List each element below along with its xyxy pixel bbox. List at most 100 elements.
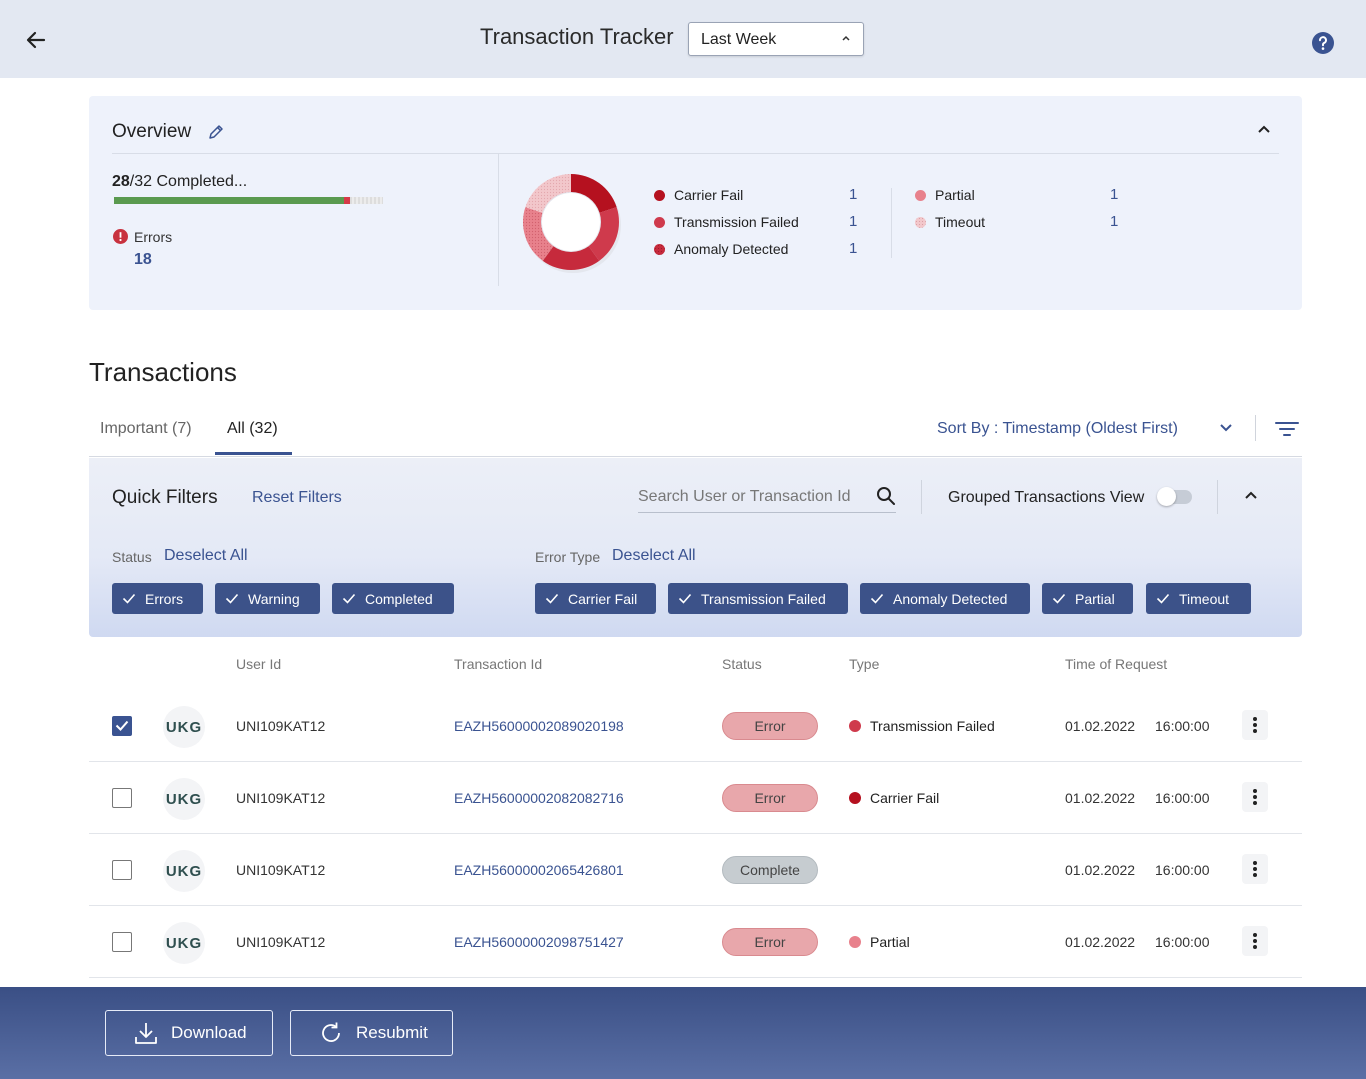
more-options-button[interactable] <box>1242 710 1268 740</box>
kebab-menu-icon <box>1253 933 1257 949</box>
row-checkbox[interactable] <box>112 788 132 808</box>
chip-warning[interactable]: Warning <box>215 583 320 614</box>
user-id: UNI109KAT12 <box>236 862 326 878</box>
kebab-menu-icon <box>1253 717 1257 733</box>
tab-all[interactable]: All (32) <box>227 420 278 437</box>
row-checkbox[interactable] <box>112 860 132 880</box>
table-row: UKG UNI109KAT12 EAZH56000002098751427 Er… <box>89 906 1302 978</box>
legend-count: 1 <box>1110 186 1119 203</box>
chip-completed[interactable]: Completed <box>332 583 454 614</box>
type-dot <box>849 720 861 732</box>
column-header-type[interactable]: Type <box>849 656 880 672</box>
legend-dot <box>654 189 665 201</box>
status-badge: Complete <box>722 856 818 884</box>
donut-slice-anomaly-detected <box>542 246 600 270</box>
error-type-filter-label: Error Type <box>535 549 601 565</box>
transaction-id-link[interactable]: EAZH56000002065426801 <box>454 862 624 878</box>
check-icon <box>678 593 692 604</box>
column-header-transaction-id[interactable]: Transaction Id <box>454 656 543 672</box>
search-icon[interactable] <box>876 486 896 506</box>
period-select-value: Last Week <box>701 31 777 48</box>
user-id: UNI109KAT12 <box>236 790 326 806</box>
download-icon <box>135 1023 157 1044</box>
user-id: UNI109KAT12 <box>236 934 326 950</box>
more-options-button[interactable] <box>1242 926 1268 956</box>
resubmit-button[interactable]: Resubmit <box>290 1010 453 1056</box>
legend-dot <box>915 189 926 201</box>
top-bar: Transaction Tracker Last Week <box>0 0 1366 78</box>
legend-item-anomaly-detected: Anomaly Detected <box>654 241 788 257</box>
toolbar-divider <box>1255 415 1256 441</box>
row-checkbox[interactable] <box>112 932 132 952</box>
progress-error-segment <box>344 197 351 204</box>
more-options-button[interactable] <box>1242 854 1268 884</box>
refresh-icon <box>322 1022 340 1042</box>
donut-hole <box>542 193 600 251</box>
errors-count[interactable]: 18 <box>134 251 152 268</box>
transactions-title: Transactions <box>89 357 237 387</box>
table-row: UKG UNI109KAT12 EAZH56000002082082716 Er… <box>89 762 1302 834</box>
tab-important[interactable]: Important (7) <box>100 420 192 437</box>
status-badge: Error <box>722 712 818 740</box>
transaction-id-link[interactable]: EAZH56000002082082716 <box>454 790 624 806</box>
more-options-button[interactable] <box>1242 782 1268 812</box>
legend-count: 1 <box>1110 213 1119 230</box>
column-header-time-of-request[interactable]: Time of Request <box>1065 656 1168 672</box>
toggle-knob <box>1157 487 1176 506</box>
request-date: 01.02.2022 <box>1065 934 1136 950</box>
page-title: Transaction Tracker <box>480 24 674 49</box>
chevron-down-icon[interactable] <box>1219 423 1233 433</box>
chip-carrier-fail[interactable]: Carrier Fail <box>535 583 656 614</box>
search-input[interactable] <box>638 482 896 513</box>
transaction-id-link[interactable]: EAZH56000002089020198 <box>454 718 624 734</box>
check-icon <box>342 593 356 604</box>
check-icon <box>1052 593 1066 604</box>
bottom-action-bar: Download Resubmit <box>0 987 1366 1079</box>
chip-timeout[interactable]: Timeout <box>1146 583 1251 614</box>
column-header-user-id[interactable]: User Id <box>236 656 282 672</box>
request-date: 01.02.2022 <box>1065 862 1136 878</box>
legend-item-timeout: Timeout <box>915 214 985 230</box>
download-button[interactable]: Download <box>105 1010 273 1056</box>
period-select[interactable]: Last Week <box>688 22 864 56</box>
chevron-up-icon <box>842 35 850 41</box>
chip-transmission-failed[interactable]: Transmission Failed <box>668 583 848 614</box>
table-row: UKG UNI109KAT12 EAZH56000002065426801 Co… <box>89 834 1302 906</box>
donut-slice-timeout <box>525 174 571 213</box>
legend-dot <box>654 243 665 255</box>
grouped-view-toggle[interactable] <box>1157 487 1192 506</box>
chevron-up-icon[interactable] <box>1244 490 1258 500</box>
request-date: 01.02.2022 <box>1065 790 1136 806</box>
pencil-icon[interactable] <box>207 123 225 141</box>
reset-filters-link[interactable]: Reset Filters <box>252 489 342 506</box>
legend-dot <box>915 216 926 228</box>
overview-divider <box>112 153 1279 154</box>
grouped-view-label: Grouped Transactions View <box>948 489 1145 506</box>
chip-anomaly-detected[interactable]: Anomaly Detected <box>860 583 1030 614</box>
chip-errors[interactable]: Errors <box>112 583 203 614</box>
type-dot <box>849 792 861 804</box>
chip-partial[interactable]: Partial <box>1042 583 1133 614</box>
overview-divider <box>498 154 499 286</box>
quick-filters-title: Quick Filters <box>112 487 218 508</box>
error-type-donut-chart <box>523 174 621 273</box>
sort-by-select[interactable]: Sort By : Timestamp (Oldest First) <box>937 420 1178 437</box>
tabs-divider <box>89 456 1302 457</box>
legend-dot <box>654 216 665 228</box>
chevron-up-icon[interactable] <box>1257 124 1271 134</box>
help-icon[interactable] <box>1311 31 1335 55</box>
back-arrow-icon[interactable] <box>22 26 50 54</box>
completed-summary: 28/32 Completed... <box>112 173 248 190</box>
kebab-menu-icon <box>1253 789 1257 805</box>
transaction-id-link[interactable]: EAZH56000002098751427 <box>454 934 624 950</box>
column-header-status[interactable]: Status <box>722 656 762 672</box>
status-deselect-all[interactable]: Deselect All <box>164 547 248 564</box>
donut-slice-transmission-failed <box>588 207 619 261</box>
kebab-menu-icon <box>1253 861 1257 877</box>
row-checkbox[interactable] <box>112 716 132 736</box>
error-type-deselect-all[interactable]: Deselect All <box>612 547 696 564</box>
filter-icon[interactable] <box>1275 421 1299 437</box>
ukg-logo: UKG <box>163 850 205 892</box>
toolbar-divider <box>1217 480 1218 514</box>
request-time: 16:00:00 <box>1155 934 1210 950</box>
